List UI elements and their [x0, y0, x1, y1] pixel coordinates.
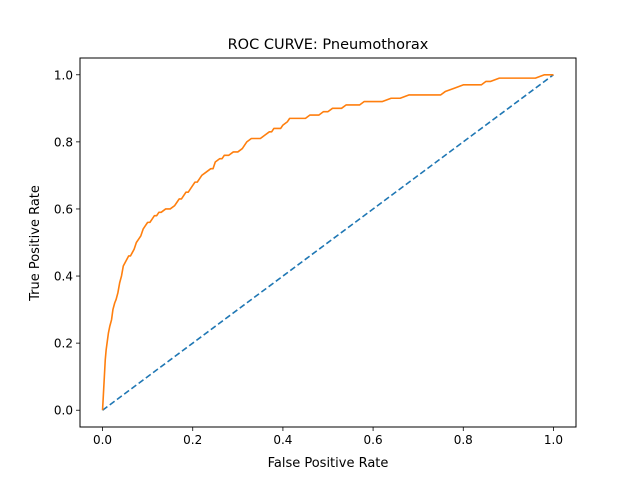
- x-tick-label: 0.8: [454, 433, 473, 447]
- series-line-roc: [101, 73, 554, 411]
- x-axis-label: False Positive Rate: [268, 456, 389, 471]
- y-tick-label: 0.6: [54, 202, 73, 216]
- y-tick-label: 1.0: [54, 68, 73, 82]
- y-tick-label: 0.0: [54, 404, 73, 418]
- x-tick-label: 0.2: [183, 433, 202, 447]
- y-tick-label: 0.8: [54, 135, 73, 149]
- x-tick-label: 0.4: [273, 433, 292, 447]
- x-tick-label: 1.0: [544, 433, 563, 447]
- x-tick-label: 0.0: [93, 433, 112, 447]
- y-axis-label: True Positive Rate: [28, 185, 43, 302]
- x-tick-label: 0.6: [364, 433, 383, 447]
- y-tick-label: 0.4: [54, 270, 73, 284]
- plot-area: [101, 73, 554, 411]
- y-tick-label: 0.2: [54, 337, 73, 351]
- chart-title: ROC CURVE: Pneumothorax: [228, 37, 429, 53]
- series-line-chance: [102, 74, 554, 411]
- axes-frame: [79, 57, 577, 428]
- axis-ticks: 0.0 0.2 0.4 0.6 0.8 1.0 0.0 0.2 0.4 0.6 0.8 1.0: [54, 68, 563, 447]
